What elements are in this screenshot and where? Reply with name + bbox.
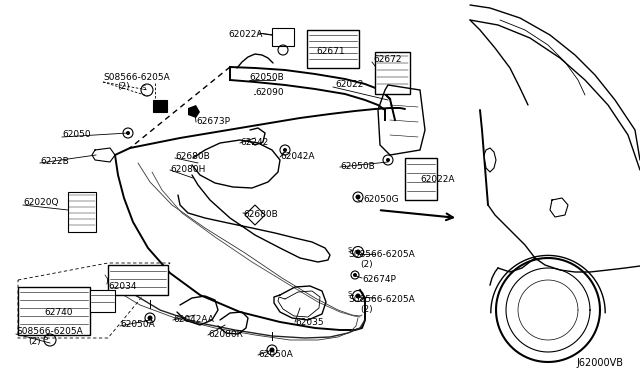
Text: 62080H: 62080H: [170, 165, 205, 174]
Text: 62022A: 62022A: [228, 30, 262, 39]
FancyBboxPatch shape: [90, 290, 115, 312]
Circle shape: [269, 347, 275, 353]
Text: 62050A: 62050A: [258, 350, 292, 359]
Circle shape: [353, 273, 357, 277]
Text: S: S: [44, 335, 49, 341]
FancyBboxPatch shape: [153, 100, 167, 112]
FancyBboxPatch shape: [375, 52, 410, 94]
Circle shape: [355, 250, 360, 254]
Text: 62242: 62242: [240, 138, 268, 147]
Text: 62022: 62022: [335, 80, 364, 89]
Text: (2): (2): [117, 82, 130, 91]
Circle shape: [126, 131, 130, 135]
Text: 62050B: 62050B: [249, 73, 284, 82]
Circle shape: [283, 148, 287, 152]
Text: 6222B: 6222B: [40, 157, 68, 166]
Text: 62022A: 62022A: [420, 175, 454, 184]
Text: S: S: [348, 247, 353, 253]
Polygon shape: [484, 148, 496, 172]
Text: 62050: 62050: [62, 130, 91, 139]
Text: S08566-6205A: S08566-6205A: [16, 327, 83, 336]
Text: 62034: 62034: [108, 282, 136, 291]
Text: 62035: 62035: [295, 318, 324, 327]
Text: S08566-6205A: S08566-6205A: [348, 295, 415, 304]
Text: 62050B: 62050B: [340, 162, 375, 171]
Text: 62020Q: 62020Q: [23, 198, 58, 207]
FancyBboxPatch shape: [272, 28, 294, 46]
Text: S: S: [142, 85, 147, 91]
Polygon shape: [550, 198, 568, 217]
Text: (2): (2): [360, 305, 372, 314]
Text: 62080R: 62080R: [208, 330, 243, 339]
Text: 62042A: 62042A: [280, 152, 314, 161]
FancyBboxPatch shape: [18, 287, 90, 335]
Text: S08566-6205A: S08566-6205A: [103, 73, 170, 82]
Text: 62090: 62090: [255, 88, 284, 97]
Circle shape: [355, 195, 360, 199]
Text: (2): (2): [28, 337, 40, 346]
Text: 62673P: 62673P: [196, 117, 230, 126]
Text: S: S: [348, 291, 353, 297]
Polygon shape: [245, 205, 265, 225]
Text: 62740: 62740: [44, 308, 72, 317]
FancyBboxPatch shape: [108, 265, 168, 295]
Text: 62050A: 62050A: [120, 320, 155, 329]
Circle shape: [386, 158, 390, 162]
Polygon shape: [188, 105, 200, 118]
Circle shape: [355, 294, 360, 298]
Text: 62671: 62671: [316, 47, 344, 56]
Text: J62000VB: J62000VB: [576, 358, 623, 368]
Text: 62674P: 62674P: [362, 275, 396, 284]
FancyBboxPatch shape: [405, 158, 437, 200]
Text: 62680B: 62680B: [175, 152, 210, 161]
Text: 62672: 62672: [373, 55, 401, 64]
Text: 62050G: 62050G: [363, 195, 399, 204]
Text: 62042AA: 62042AA: [173, 315, 214, 324]
FancyBboxPatch shape: [68, 192, 96, 232]
FancyBboxPatch shape: [307, 30, 359, 68]
Circle shape: [147, 315, 152, 321]
Text: S08566-6205A: S08566-6205A: [348, 250, 415, 259]
Text: 62680B: 62680B: [243, 210, 278, 219]
Text: (2): (2): [360, 260, 372, 269]
